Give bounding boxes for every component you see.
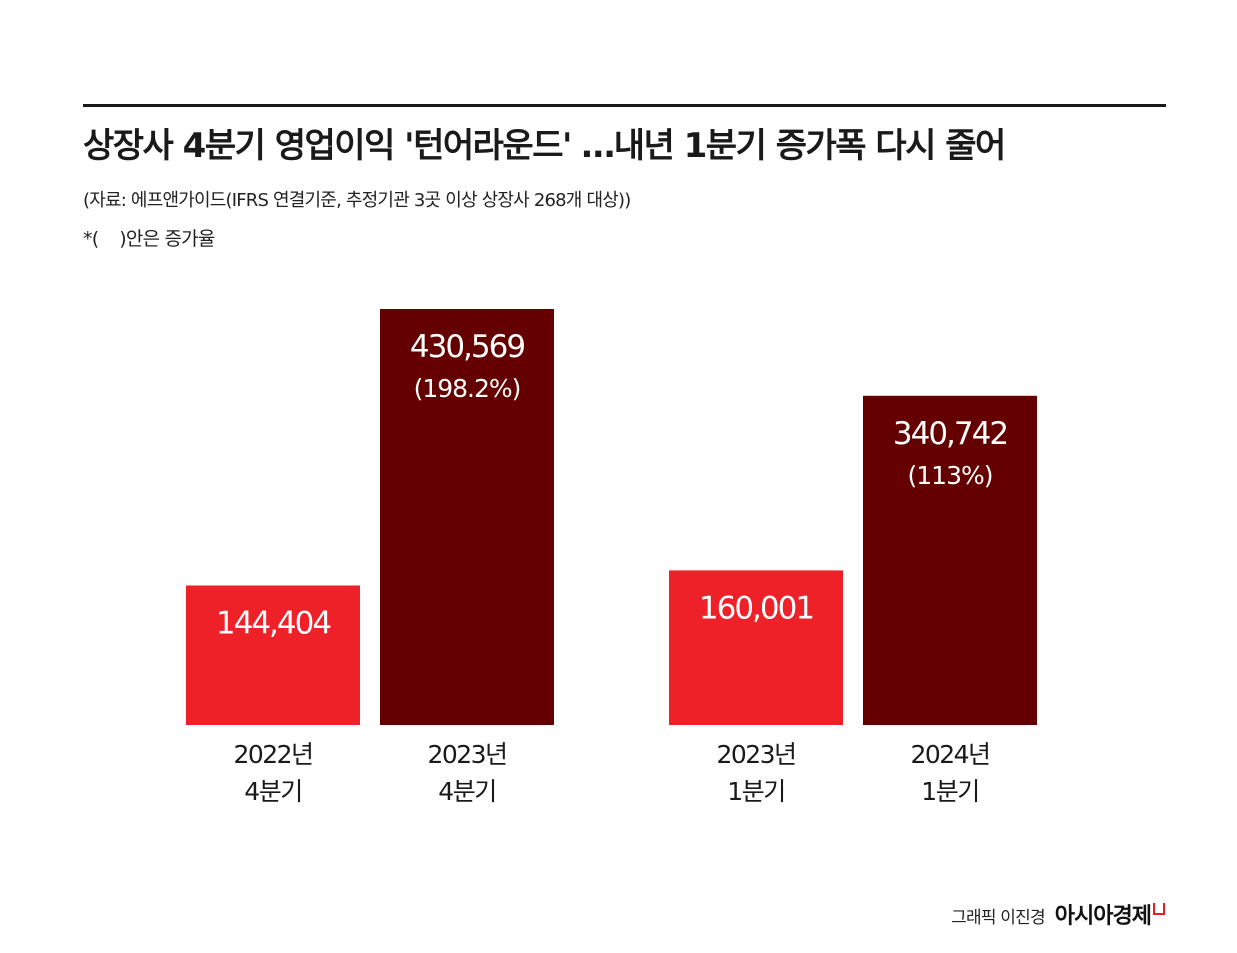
category-label-line2: 1분기 — [921, 777, 978, 806]
bar-0-0 — [186, 585, 360, 725]
top-rule — [83, 104, 1166, 107]
bar-growth-label: (198.2%) — [414, 374, 521, 403]
category-label-line2: 4분기 — [438, 777, 495, 806]
brand-logo: 아시아경제 — [1055, 898, 1165, 930]
category-label-line1: 2022년 — [233, 740, 312, 769]
credit: 그래픽 이진경 아시아경제 — [951, 898, 1165, 930]
category-label-line1: 2024년 — [910, 740, 989, 769]
growth-note: *( )안은 증가율 — [83, 228, 215, 250]
bar-growth-label: (113%) — [908, 461, 993, 490]
graphic-credit: 그래픽 이진경 — [951, 908, 1045, 928]
brand-name: 아시아경제 — [1054, 904, 1152, 929]
category-label-line2: 1분기 — [727, 777, 784, 806]
page-title: 상장사 4분기 영업이익 '턴어라운드' …내년 1분기 증가폭 다시 줄어 — [83, 126, 1006, 166]
category-label-line1: 2023년 — [716, 740, 795, 769]
bar-value-label: 144,404 — [216, 605, 330, 641]
bar-1-1 — [863, 395, 1037, 725]
bar-value-label: 430,569 — [410, 329, 524, 365]
bar-0-1 — [380, 309, 554, 725]
bar-value-label: 160,001 — [699, 590, 813, 626]
bar-chart: 144,404 2022년 4분기 430,569 (198.2%) 2023년 4분기 16… — [186, 309, 1037, 806]
bar-value-label: 340,742 — [893, 416, 1007, 452]
source-note: (자료: 에프앤가이드(IFRS 연결기준, 추정기관 3곳 이상 상장사 26… — [83, 190, 631, 211]
brand-mark-icon — [1153, 903, 1165, 915]
bar-1-0 — [669, 570, 843, 725]
category-label-line1: 2023년 — [427, 740, 506, 769]
category-label-line2: 4분기 — [244, 777, 301, 806]
